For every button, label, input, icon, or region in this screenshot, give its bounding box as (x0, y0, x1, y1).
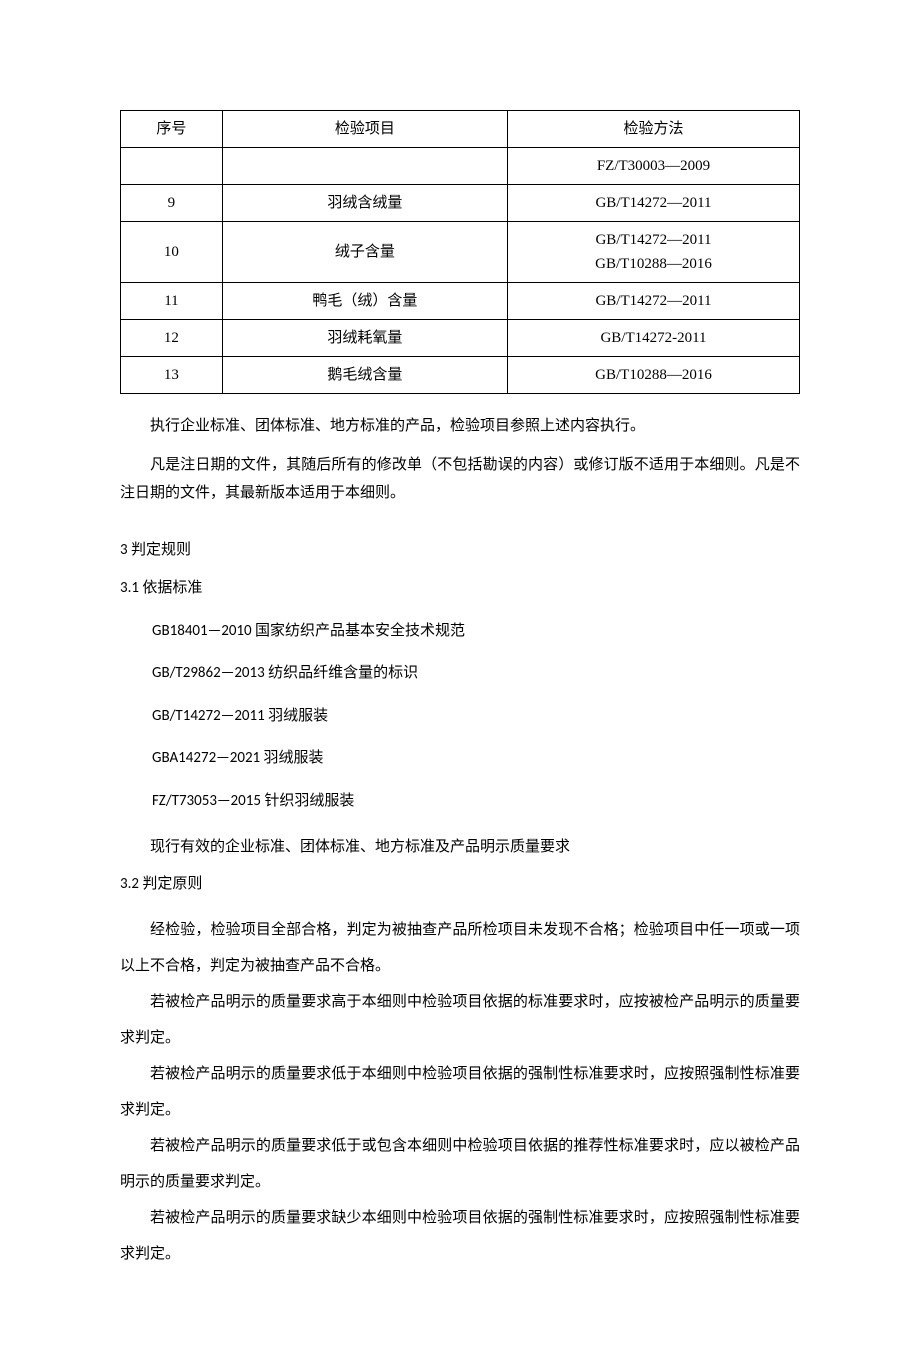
standard-item: GB18401—2010 国家纺织产品基本安全技术规范 (152, 617, 800, 646)
cell-seq: 13 (121, 357, 223, 394)
principle-paragraph: 若被检产品明示的质量要求高于本细则中检验项目依据的标准要求时，应按被检产品明示的… (120, 984, 800, 1056)
cell-seq: 9 (121, 185, 223, 222)
header-method: 检验方法 (508, 111, 800, 148)
table-row: 13鹅毛绒含量GB/T10288—2016 (121, 357, 800, 394)
principle-paragraph: 若被检产品明示的质量要求低于或包含本细则中检验项目依据的推荐性标准要求时，应以被… (120, 1128, 800, 1200)
cell-item: 鹅毛绒含量 (222, 357, 507, 394)
cell-item: 羽绒耗氧量 (222, 320, 507, 357)
intro-paragraph-2: 凡是注日期的文件，其随后所有的修改单（不包括勘误的内容）或修订版不适用于本细则。… (120, 451, 800, 508)
table-row: FZ/T30003—2009 (121, 148, 800, 185)
cell-seq: 12 (121, 320, 223, 357)
standard-item: FZ/T73053—2015 针织羽绒服装 (152, 787, 800, 816)
table-row: 10绒子含量GB/T14272—2011GB/T10288—2016 (121, 222, 800, 283)
standard-item: GB/T29862—2013 纺织品纤维含量的标识 (152, 659, 800, 688)
standard-item: GB/T14272—2011 羽绒服装 (152, 702, 800, 731)
table-row: 12羽绒耗氧量GB/T14272-2011 (121, 320, 800, 357)
principle-paragraph: 若被检产品明示的质量要求低于本细则中检验项目依据的强制性标准要求时，应按照强制性… (120, 1056, 800, 1128)
section-3-heading: 3 判定规则 (120, 536, 800, 565)
cell-item: 鸭毛（绒）含量 (222, 283, 507, 320)
inspection-table: 序号 检验项目 检验方法 FZ/T30003—20099羽绒含绒量GB/T142… (120, 110, 800, 394)
cell-method: GB/T14272-2011 (508, 320, 800, 357)
cell-seq: 10 (121, 222, 223, 283)
standard-item: GBA14272—2021 羽绒服装 (152, 744, 800, 773)
principles-body: 经检验，检验项目全部合格，判定为被抽查产品所检项目未发现不合格；检验项目中任一项… (120, 912, 800, 1272)
cell-item (222, 148, 507, 185)
header-item: 检验项目 (222, 111, 507, 148)
cell-method: GB/T14272—2011 (508, 283, 800, 320)
table-row: 9羽绒含绒量GB/T14272—2011 (121, 185, 800, 222)
cell-item: 羽绒含绒量 (222, 185, 507, 222)
intro-paragraph-1: 执行企业标准、团体标准、地方标准的产品，检验项目参照上述内容执行。 (120, 412, 800, 441)
header-seq: 序号 (121, 111, 223, 148)
cell-method: GB/T14272—2011 (508, 185, 800, 222)
cell-method: GB/T10288—2016 (508, 357, 800, 394)
section-3-2-heading: 3.2 判定原则 (120, 870, 800, 899)
standards-list: GB18401—2010 国家纺织产品基本安全技术规范 GB/T29862—201… (152, 617, 800, 816)
standards-note: 现行有效的企业标准、团体标准、地方标准及产品明示质量要求 (120, 833, 800, 862)
table-row: 11鸭毛（绒）含量GB/T14272—2011 (121, 283, 800, 320)
cell-method: FZ/T30003—2009 (508, 148, 800, 185)
table-body: FZ/T30003—20099羽绒含绒量GB/T14272—201110绒子含量… (121, 148, 800, 394)
principle-paragraph: 经检验，检验项目全部合格，判定为被抽查产品所检项目未发现不合格；检验项目中任一项… (120, 912, 800, 984)
cell-seq (121, 148, 223, 185)
section-3-1-heading: 3.1 依据标准 (120, 574, 800, 603)
cell-method: GB/T14272—2011GB/T10288—2016 (508, 222, 800, 283)
table-header-row: 序号 检验项目 检验方法 (121, 111, 800, 148)
cell-seq: 11 (121, 283, 223, 320)
cell-item: 绒子含量 (222, 222, 507, 283)
principle-paragraph: 若被检产品明示的质量要求缺少本细则中检验项目依据的强制性标准要求时，应按照强制性… (120, 1200, 800, 1272)
